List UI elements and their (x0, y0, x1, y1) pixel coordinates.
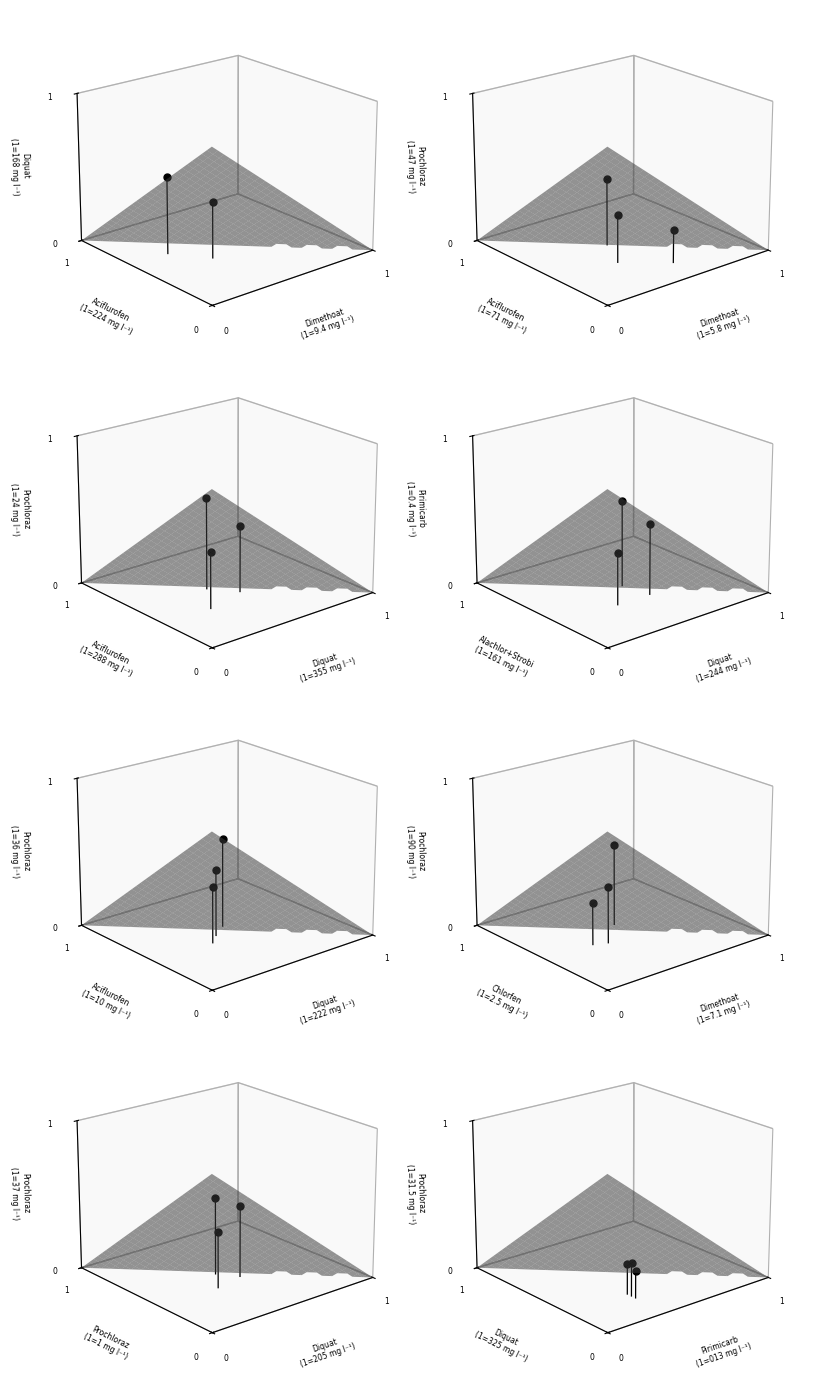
Y-axis label: Prochloraz
(1=1 mg l⁻¹): Prochloraz (1=1 mg l⁻¹) (82, 1323, 134, 1362)
X-axis label: Diquat
(1=244 mg l⁻¹): Diquat (1=244 mg l⁻¹) (691, 646, 753, 684)
X-axis label: Diquat
(1=205 mg l⁻¹): Diquat (1=205 mg l⁻¹) (295, 1331, 357, 1369)
X-axis label: Diquat
(1=355 mg l⁻¹): Diquat (1=355 mg l⁻¹) (295, 646, 357, 684)
Y-axis label: Alachlor+Strobi
(1=161 mg l⁻¹): Alachlor+Strobi (1=161 mg l⁻¹) (472, 635, 535, 679)
X-axis label: Dimethoat
(1=9.4 mg l⁻¹): Dimethoat (1=9.4 mg l⁻¹) (297, 305, 356, 341)
Y-axis label: Chlorfen
(1=2.5 mg l⁻¹): Chlorfen (1=2.5 mg l⁻¹) (475, 979, 533, 1021)
Y-axis label: Aciflurofen
(1=288 mg l⁻¹): Aciflurofen (1=288 mg l⁻¹) (78, 635, 138, 679)
X-axis label: Dimethoat
(1=5.8 mg l⁻¹): Dimethoat (1=5.8 mg l⁻¹) (692, 305, 751, 341)
Y-axis label: Aciflurofen
(1=224 mg l⁻¹): Aciflurofen (1=224 mg l⁻¹) (78, 293, 138, 337)
X-axis label: Diquat
(1=222 mg l⁻¹): Diquat (1=222 mg l⁻¹) (296, 989, 357, 1026)
Y-axis label: Aciflurofen
(1=10 mg l⁻¹): Aciflurofen (1=10 mg l⁻¹) (80, 979, 136, 1021)
Y-axis label: Aciflurofen
(1=71 mg l⁻¹): Aciflurofen (1=71 mg l⁻¹) (476, 294, 532, 336)
Y-axis label: Diquat
(1=325 mg l⁻¹): Diquat (1=325 mg l⁻¹) (473, 1320, 534, 1364)
X-axis label: Pirimicarb
(1=013 mg l⁻¹): Pirimicarb (1=013 mg l⁻¹) (691, 1331, 753, 1369)
X-axis label: Dimethoat
(1=7.1 mg l⁻¹): Dimethoat (1=7.1 mg l⁻¹) (692, 990, 751, 1026)
